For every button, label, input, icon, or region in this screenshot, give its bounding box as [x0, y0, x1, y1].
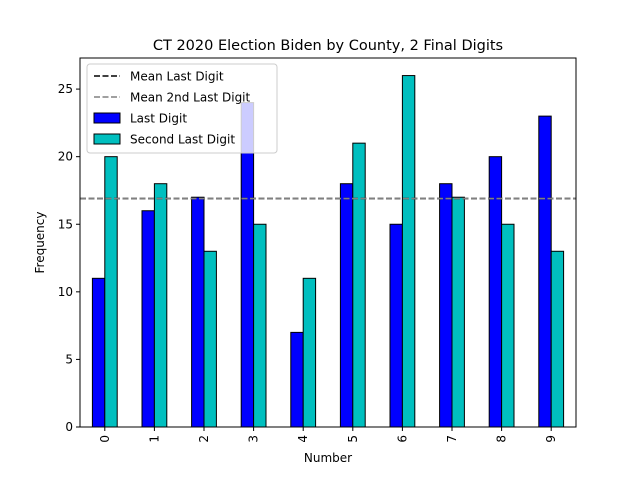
x-axis: 0 1 2 3 4 5 6 7 8 9 — [98, 427, 558, 443]
bar-second-last-digit-9 — [551, 251, 563, 427]
legend-label-last-digit: Last Digit — [130, 112, 187, 126]
bar-last-digit-0 — [92, 278, 104, 427]
bar-second-last-digit-1 — [154, 184, 166, 427]
bar-second-last-digit-6 — [402, 76, 414, 427]
x-tick-label: 2 — [197, 435, 211, 443]
bar-second-last-digit-3 — [254, 224, 266, 427]
x-axis-label: Number — [304, 451, 352, 465]
y-tick-label: 0 — [65, 420, 73, 434]
x-tick-label: 4 — [296, 435, 310, 443]
bar-last-digit-5 — [340, 184, 352, 427]
x-tick-label: 5 — [346, 435, 360, 443]
bar-last-digit-2 — [192, 197, 204, 427]
bar-last-digit-8 — [489, 157, 501, 427]
x-tick-label: 8 — [495, 435, 509, 443]
x-tick-label: 0 — [98, 435, 112, 443]
y-tick-label: 20 — [58, 150, 73, 164]
legend-handle-last-digit — [94, 113, 120, 123]
bar-second-last-digit-2 — [204, 251, 216, 427]
y-tick-label: 5 — [65, 352, 73, 366]
bar-second-last-digit-4 — [303, 278, 315, 427]
y-tick-label: 15 — [58, 217, 73, 231]
y-tick-label: 10 — [58, 285, 73, 299]
bar-second-last-digit-8 — [502, 224, 514, 427]
y-axis-label: Frequency — [33, 212, 47, 274]
legend-label-mean-last-digit: Mean Last Digit — [130, 70, 224, 84]
legend-label-mean-2nd-last-digit: Mean 2nd Last Digit — [130, 91, 251, 105]
x-tick-label: 9 — [544, 435, 558, 443]
bar-last-digit-6 — [390, 224, 402, 427]
legend-label-second-last-digit: Second Last Digit — [130, 133, 235, 147]
chart-title: CT 2020 Election Biden by County, 2 Fina… — [153, 38, 503, 54]
bar-last-digit-9 — [539, 116, 551, 427]
bar-last-digit-7 — [440, 184, 452, 427]
x-tick-label: 7 — [445, 435, 459, 443]
legend: Mean Last Digit Mean 2nd Last Digit Last D… — [87, 64, 277, 153]
y-tick-label: 25 — [58, 82, 73, 96]
bar-last-digit-4 — [291, 332, 303, 427]
x-tick-label: 6 — [395, 435, 409, 443]
bar-second-last-digit-7 — [452, 197, 464, 427]
y-axis: 0 5 10 15 20 25 — [58, 82, 80, 434]
bar-last-digit-1 — [142, 211, 154, 427]
bar-second-last-digit-0 — [105, 157, 117, 427]
x-tick-label: 1 — [147, 435, 161, 443]
bar-second-last-digit-5 — [353, 143, 365, 427]
x-tick-label: 3 — [247, 435, 261, 443]
legend-handle-second-last-digit — [94, 134, 120, 144]
